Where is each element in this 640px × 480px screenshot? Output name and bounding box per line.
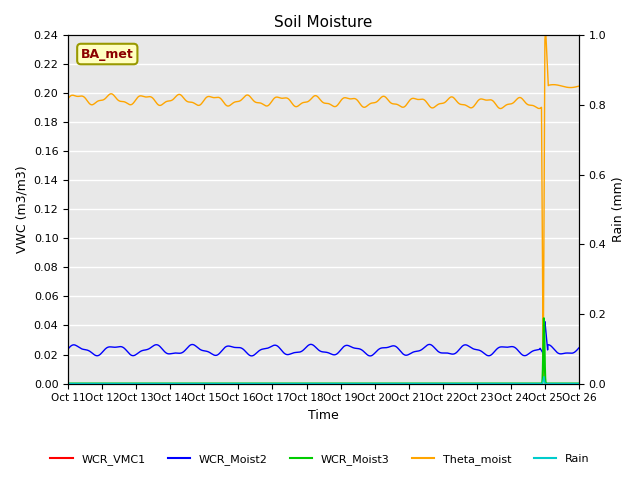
Y-axis label: Rain (mm): Rain (mm) [612, 177, 625, 242]
Legend: WCR_VMC1, WCR_Moist2, WCR_Moist3, Theta_moist, Rain: WCR_VMC1, WCR_Moist2, WCR_Moist3, Theta_… [46, 450, 594, 469]
X-axis label: Time: Time [308, 409, 339, 422]
Title: Soil Moisture: Soil Moisture [275, 15, 372, 30]
Text: BA_met: BA_met [81, 48, 134, 60]
Y-axis label: VWC (m3/m3): VWC (m3/m3) [15, 166, 28, 253]
